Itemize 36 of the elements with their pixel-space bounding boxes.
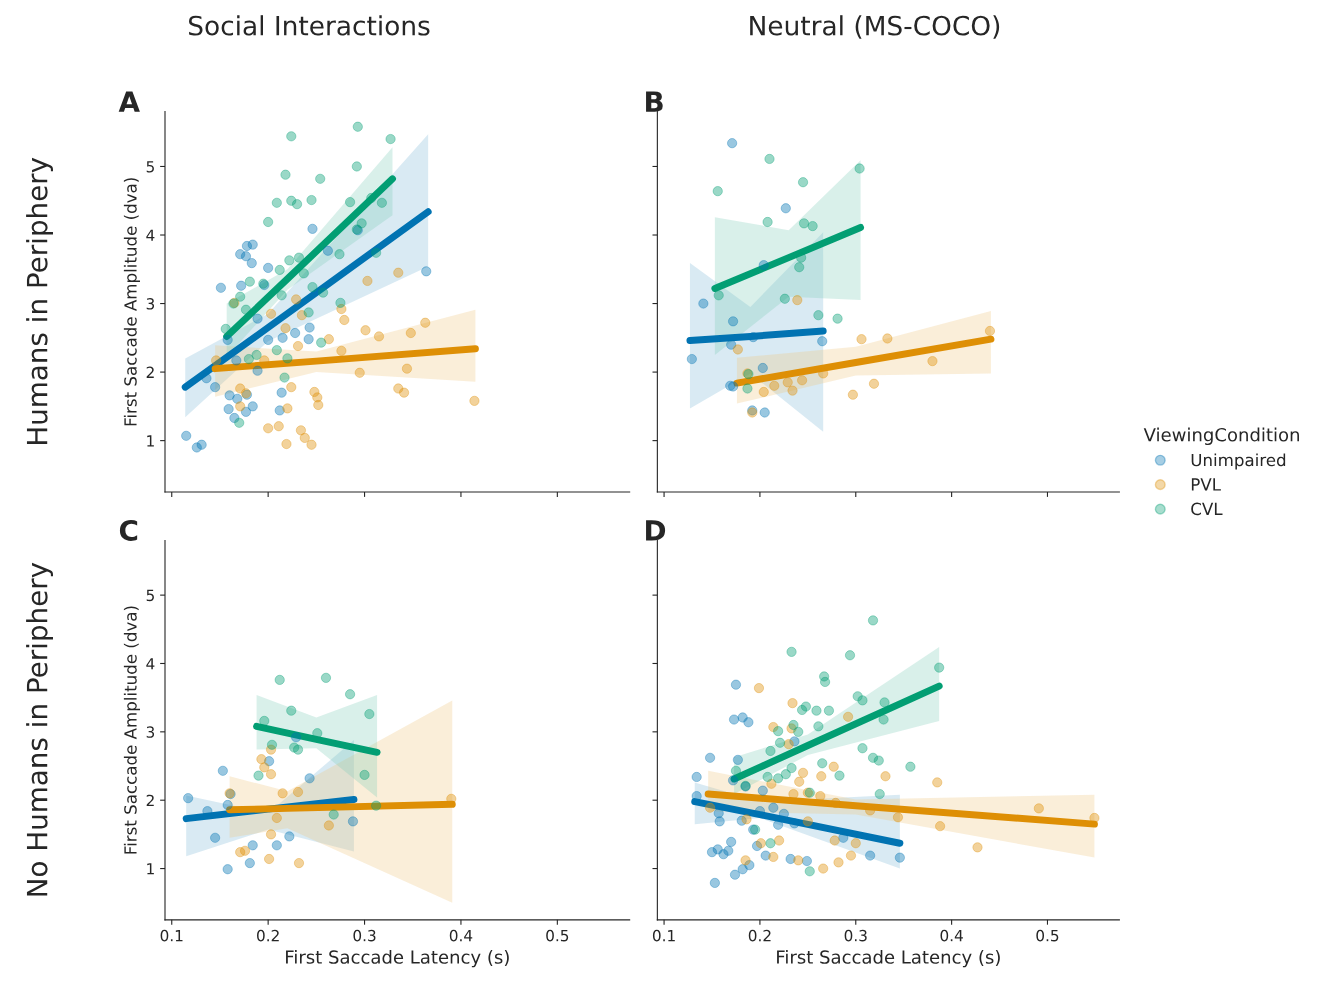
x-tick-label: 0.2	[257, 929, 279, 942]
legend-title: ViewingCondition	[1143, 427, 1299, 446]
legend-label: CVL	[1191, 502, 1223, 516]
y-tick-label: 5	[146, 161, 154, 173]
x-axis-title: First Saccade Latency (s)	[286, 949, 509, 968]
y-tick-label: 3	[146, 298, 155, 310]
chart-title: Social Interactions	[189, 15, 430, 36]
y-tick-label: 2	[146, 794, 154, 806]
y-tick-label: 1	[147, 863, 154, 875]
x-tick-label: 0.4	[940, 929, 963, 942]
legend-label: PVL	[1191, 478, 1221, 491]
x-tick-label: 0.1	[652, 929, 675, 942]
text: Humans in Periphery	[26, 157, 53, 444]
x-tick-label: 0.3	[353, 929, 376, 942]
chart-subtitle: D	[646, 520, 666, 541]
legend-label: Unimpaired	[1191, 453, 1286, 470]
text: No Humans in Periphery	[26, 562, 53, 896]
y-axis-title: First Saccade Amplitude (dva)	[123, 606, 140, 854]
x-tick-label: 0.5	[1036, 929, 1059, 942]
y-axis-title: First Saccade Amplitude (dva)	[123, 178, 140, 426]
y-tick-label: 4	[146, 658, 155, 670]
chart-subtitle: C	[119, 519, 138, 541]
y-tick-label: 3	[146, 726, 155, 738]
chart-subtitle: A	[118, 91, 140, 112]
y-tick-label: 1	[147, 435, 154, 447]
x-tick-label: 0.4	[449, 929, 473, 942]
x-tick-label: 0.3	[844, 929, 867, 942]
x-tick-label: 0.5	[546, 929, 569, 942]
x-tick-label: 0.1	[160, 929, 183, 942]
y-tick-label: 5	[146, 589, 154, 602]
y-tick-label: 4	[146, 229, 155, 241]
x-tick-label: 0.2	[748, 929, 771, 942]
x-axis-title: First Saccade Latency (s)	[777, 949, 1000, 968]
chart-subtitle: B	[646, 91, 663, 112]
chart-title: Neutral (MS-COCO)	[750, 15, 1000, 39]
y-tick-label: 2	[146, 366, 154, 378]
